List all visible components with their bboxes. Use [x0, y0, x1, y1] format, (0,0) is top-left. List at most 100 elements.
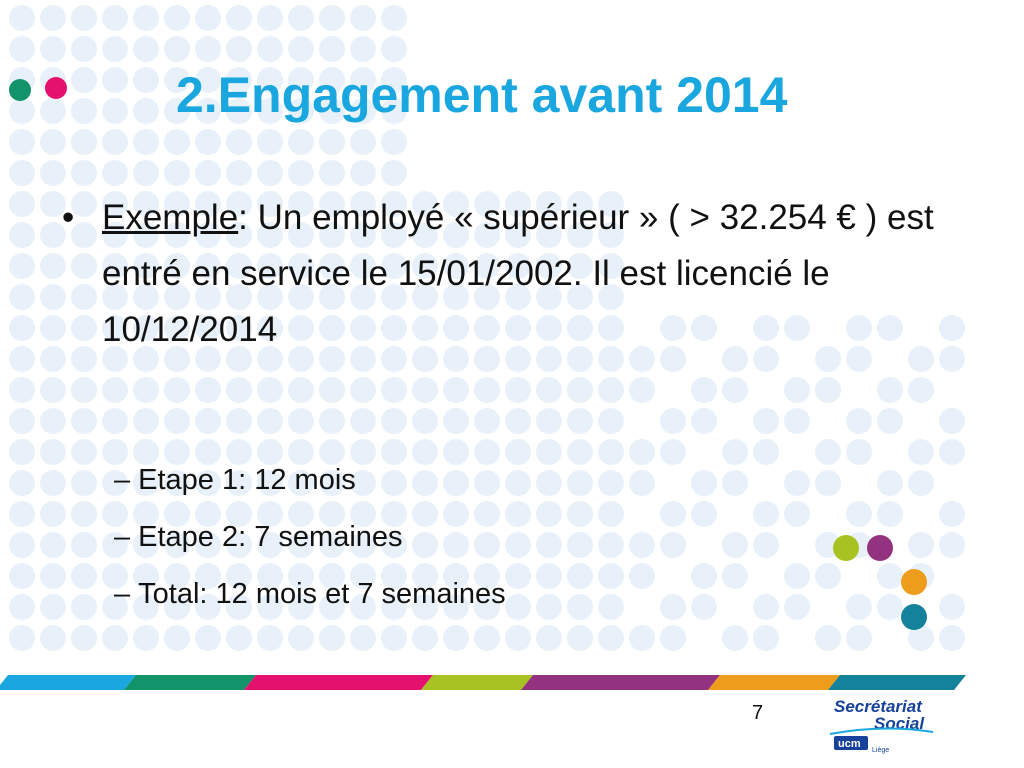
background-dot: [412, 501, 438, 527]
background-dot: [815, 377, 841, 403]
background-dot: [815, 563, 841, 589]
background-dot: [288, 439, 314, 465]
background-dot: [412, 439, 438, 465]
background-dot: [381, 470, 407, 496]
background-dot: [288, 346, 314, 372]
background-dot: [102, 67, 128, 93]
background-dot: [71, 160, 97, 186]
background-dot: [939, 594, 965, 620]
background-dot: [567, 563, 593, 589]
background-dot: [71, 36, 97, 62]
background-dot: [133, 346, 159, 372]
background-dot: [133, 191, 159, 217]
background-dot: [660, 532, 686, 558]
background-dot: [877, 501, 903, 527]
background-dot: [9, 222, 35, 248]
background-dot: [226, 625, 252, 651]
background-dot: [598, 532, 624, 558]
background-dot: [536, 532, 562, 558]
background-dot: [908, 470, 934, 496]
background-dot: [443, 594, 469, 620]
background-dot: [9, 625, 35, 651]
background-dot: [412, 222, 438, 248]
accent-dot-orange: [901, 569, 927, 595]
background-dot: [443, 501, 469, 527]
background-dot: [102, 315, 128, 341]
background-dot: [567, 470, 593, 496]
background-dot: [133, 594, 159, 620]
background-dot: [381, 222, 407, 248]
background-dot: [536, 346, 562, 372]
background-dot: [9, 191, 35, 217]
sub-item-dash: –: [114, 578, 131, 610]
background-dot: [877, 594, 903, 620]
background-dot: [443, 563, 469, 589]
background-dot: [195, 377, 221, 403]
background-dot: [288, 532, 314, 558]
background-dot: [257, 129, 283, 155]
background-dot: [226, 98, 252, 124]
background-dot: [164, 532, 190, 558]
background-dot: [412, 625, 438, 651]
background-dot: [71, 563, 97, 589]
background-dot: [412, 284, 438, 310]
sub-item: – Etape 2: 7 semaines: [114, 509, 962, 566]
background-dot: [412, 377, 438, 403]
background-dot: [40, 563, 66, 589]
background-dot: [164, 594, 190, 620]
background-dot: [102, 284, 128, 310]
background-dot: [288, 284, 314, 310]
background-dot: [102, 222, 128, 248]
background-dot: [598, 284, 624, 310]
background-dot: [443, 439, 469, 465]
background-dot: [567, 594, 593, 620]
background-dot: [784, 501, 810, 527]
background-dot: [505, 594, 531, 620]
background-dot: [474, 501, 500, 527]
background-dot: [133, 67, 159, 93]
background-dot: [319, 470, 345, 496]
background-dot: [350, 625, 376, 651]
background-dot: [846, 439, 872, 465]
background-dot: [288, 563, 314, 589]
background-dot: [195, 532, 221, 558]
background-dot: [567, 315, 593, 341]
background-dot: [536, 439, 562, 465]
accent-dot-lime: [833, 535, 859, 561]
background-dot: [474, 284, 500, 310]
background-dot: [629, 439, 655, 465]
background-dot: [350, 67, 376, 93]
background-dot: [195, 284, 221, 310]
background-dot: [133, 5, 159, 31]
background-dot: [381, 377, 407, 403]
background-dot: [381, 439, 407, 465]
background-dot: [505, 253, 531, 279]
background-dot: [877, 408, 903, 434]
background-dot: [226, 129, 252, 155]
background-dot: [536, 253, 562, 279]
background-dot: [319, 5, 345, 31]
background-dot: [319, 284, 345, 310]
background-dot: [722, 470, 748, 496]
background-dot: [40, 222, 66, 248]
footer-band-segment: [828, 675, 966, 690]
background-dot: [598, 315, 624, 341]
background-dot: [443, 191, 469, 217]
background-dot: [40, 532, 66, 558]
background-dot: [350, 222, 376, 248]
background-dot: [257, 191, 283, 217]
sub-list: – Etape 1: 12 mois – Etape 2: 7 semaines –…: [62, 452, 962, 623]
background-dot: [226, 5, 252, 31]
background-dot: [474, 439, 500, 465]
background-dot: [660, 346, 686, 372]
background-dot: [257, 470, 283, 496]
background-dot: [350, 315, 376, 341]
background-dot: [443, 315, 469, 341]
background-dot: [505, 470, 531, 496]
background-dot: [40, 284, 66, 310]
background-dot: [102, 470, 128, 496]
background-dot: [381, 191, 407, 217]
background-dot: [71, 129, 97, 155]
footer-band-segment: [244, 675, 433, 690]
